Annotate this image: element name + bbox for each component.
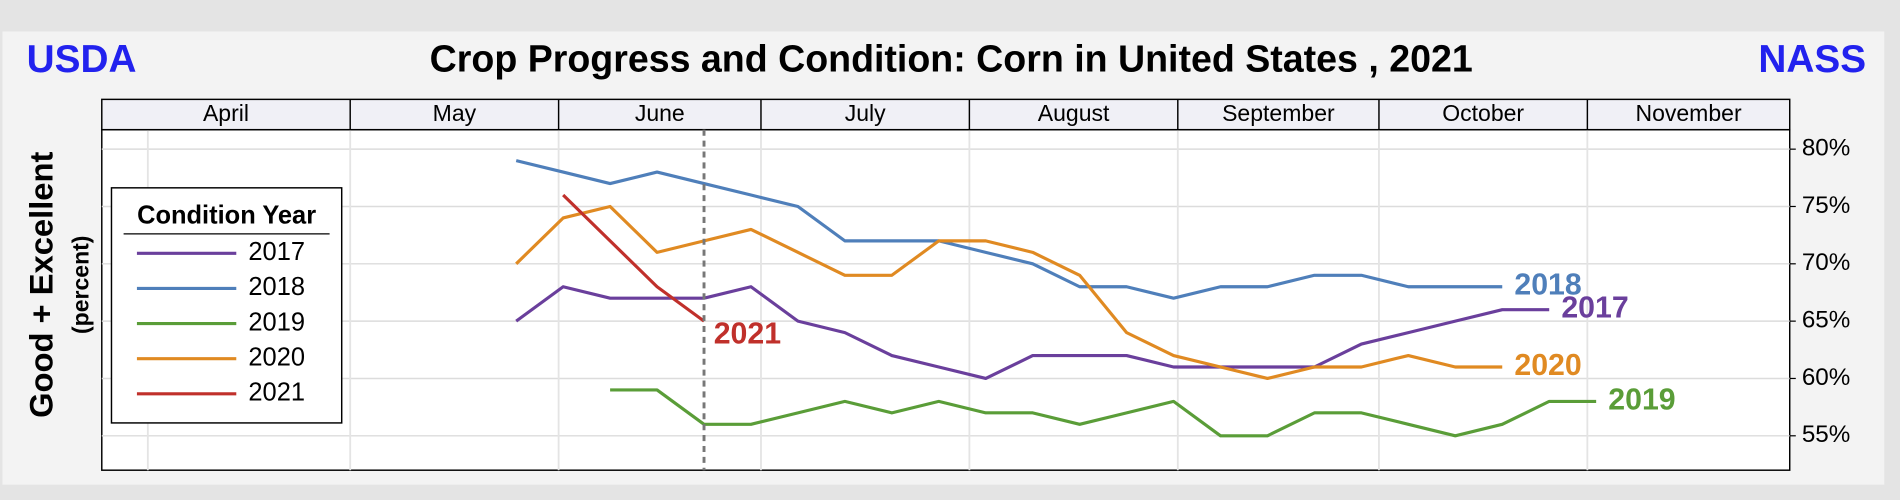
chart-title: Crop Progress and Condition: Corn in Uni… — [430, 38, 1473, 80]
series-end-label: 2020 — [1514, 349, 1581, 382]
legend-label: 2017 — [248, 238, 305, 266]
y-axis-label: Good + Excellent — [22, 152, 59, 418]
legend-box — [110, 187, 343, 424]
y-tick-label: 65% — [1802, 307, 1850, 334]
y-tick-label: 70% — [1802, 249, 1850, 276]
month-label: August — [1038, 100, 1110, 126]
legend-title: Condition Year — [137, 202, 316, 230]
y-tick-label: 55% — [1802, 421, 1850, 448]
series-end-label: 2021 — [714, 318, 781, 351]
legend-label: 2019 — [248, 308, 305, 336]
series-line — [515, 159, 1503, 300]
month-label: July — [845, 100, 886, 126]
month-label: September — [1222, 100, 1335, 126]
series-line — [515, 204, 1503, 381]
series-end-label: 2018 — [1514, 269, 1581, 302]
plot-area — [101, 128, 1791, 471]
series-end-label: 2019 — [1608, 383, 1675, 416]
y-tick-label: 75% — [1802, 192, 1850, 219]
usda-logo: USDA — [27, 38, 137, 81]
legend-label: 2018 — [248, 273, 305, 301]
series-line — [610, 388, 1597, 438]
series-line — [562, 193, 705, 323]
month-label: April — [203, 100, 249, 126]
series-end-label: 2017 — [1561, 292, 1628, 325]
month-label: October — [1442, 100, 1524, 126]
series-line — [515, 285, 1550, 381]
y-tick-label: 80% — [1802, 135, 1850, 162]
nass-logo: NASS — [1758, 38, 1866, 81]
y-tick-label: 60% — [1802, 364, 1850, 391]
month-label: November — [1635, 100, 1741, 126]
y-axis-sublabel: (percent) — [67, 236, 93, 334]
month-band — [101, 98, 1791, 131]
month-label: May — [433, 100, 477, 126]
month-label: June — [635, 100, 685, 126]
legend-label: 2021 — [248, 379, 305, 407]
legend-label: 2020 — [248, 343, 305, 371]
